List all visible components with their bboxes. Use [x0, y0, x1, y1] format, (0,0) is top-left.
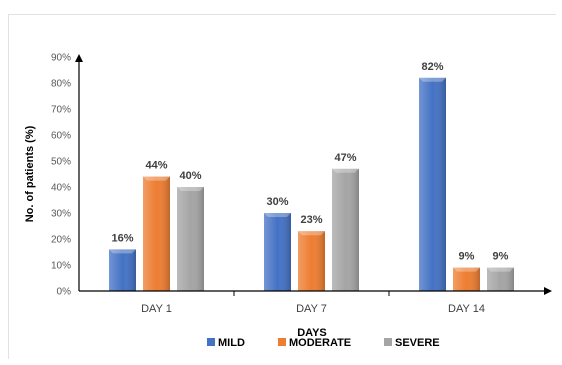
bar-bevel [298, 231, 325, 236]
bar-shading [264, 213, 291, 291]
y-axis-arrow-icon [75, 54, 83, 62]
y-tick-label: 70% [51, 105, 71, 116]
data-label: 30% [266, 196, 288, 208]
legend-swatch-severe [384, 338, 392, 346]
data-label: 82% [421, 61, 443, 73]
bar-shading [332, 168, 359, 291]
legend-swatch-moderate [278, 338, 286, 346]
y-axis-title: No. of patients (%) [24, 125, 36, 222]
legend-swatch-mild [207, 338, 215, 346]
chart-frame [8, 14, 556, 359]
data-label: 9% [459, 251, 475, 263]
bar-bevel [109, 249, 136, 254]
bar-bevel [332, 168, 359, 173]
bar-shading [453, 267, 480, 291]
y-tick-label: 20% [51, 235, 71, 246]
data-label: 40% [179, 170, 201, 182]
y-tick-label: 30% [51, 209, 71, 220]
x-axis-title: DAYS [297, 327, 327, 339]
legend-label: MILD [218, 337, 245, 349]
y-tick-label: 90% [51, 53, 71, 64]
bar-bevel [177, 187, 204, 191]
y-tick-label: 40% [51, 183, 71, 194]
bar-bevel [453, 267, 480, 272]
y-tick-label: 10% [51, 261, 71, 272]
data-label: 44% [145, 160, 167, 172]
bar-shading [419, 77, 446, 291]
data-label: 16% [111, 232, 133, 244]
data-label: 23% [300, 214, 322, 226]
y-tick-label: 50% [51, 157, 71, 168]
bar-bevel [419, 77, 446, 82]
data-label: 9% [493, 251, 509, 263]
bar-shading [298, 231, 325, 291]
x-category-label: DAY 7 [296, 303, 327, 315]
bar-shading [109, 249, 136, 291]
data-label: 47% [334, 152, 356, 164]
bar-bevel [143, 176, 170, 181]
bar-shading [487, 267, 514, 291]
legend-label: SEVERE [395, 337, 440, 349]
legend-label: MODERATE [289, 337, 351, 349]
x-axis-arrow-icon [544, 287, 552, 295]
x-category-label: DAY 14 [448, 303, 485, 315]
legend: MILD MODERATE SEVERE [207, 337, 440, 349]
bar-bevel [264, 213, 291, 217]
bar-shading [143, 176, 170, 291]
y-tick-label: 0% [57, 287, 72, 298]
bar-shading [177, 187, 204, 291]
y-tick-label: 80% [51, 79, 71, 90]
bar-bevel [487, 267, 514, 272]
x-category-label: DAY 1 [141, 303, 172, 315]
y-tick-label: 60% [51, 131, 71, 142]
